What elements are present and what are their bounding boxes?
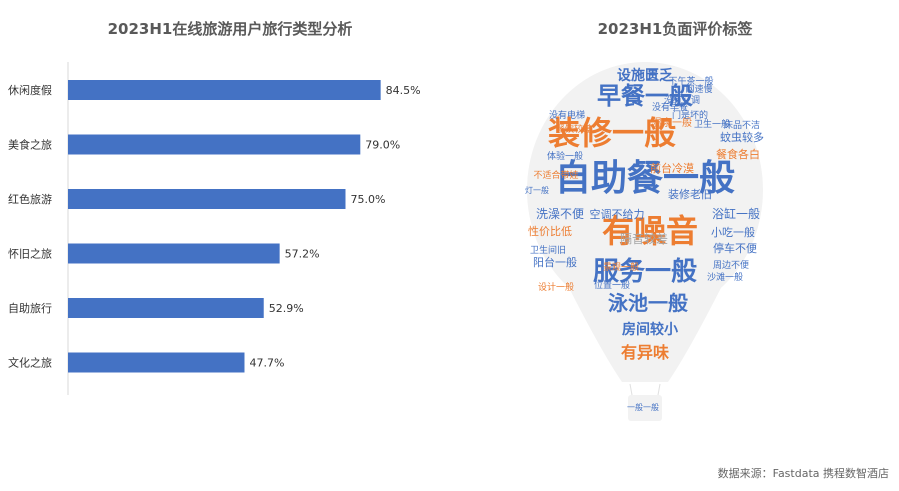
- bar: [68, 80, 381, 100]
- cloud-word: 空调不给力: [590, 207, 645, 221]
- bar: [68, 298, 264, 318]
- bar: [68, 243, 280, 264]
- cloud-word: 服务一般: [593, 257, 697, 287]
- cloud-word: 周边不便: [713, 259, 749, 271]
- cloud-word: 泳池一般: [608, 291, 688, 315]
- cloud-word: 蚊虫较多: [720, 130, 764, 144]
- cloud-word: 位置一般: [594, 279, 630, 291]
- cloud-word: 设计一般: [538, 281, 574, 293]
- cloud-word: 性价比低: [528, 224, 572, 238]
- value-label: 47.7%: [249, 357, 284, 370]
- bar-chart-title: 2023H1在线旅游用户旅行类型分析: [107, 20, 353, 38]
- cloud-word: 洗澡不便: [536, 207, 584, 221]
- cloud-word: 床品不洁: [724, 119, 760, 131]
- cloud-word: 餐食各白: [716, 147, 760, 161]
- cloud-word: 自助餐一般: [555, 158, 735, 199]
- cloud-word: 有异味: [621, 343, 669, 362]
- cloud-word: 小吃一般: [711, 226, 755, 239]
- value-label: 75.0%: [351, 193, 386, 206]
- bar: [68, 189, 346, 209]
- cloud-word: 下午茶一般: [668, 75, 713, 87]
- cloud-word: 早餐一般: [597, 82, 693, 110]
- data-source-note: 数据来源：Fastdata 携程数智酒店: [717, 467, 889, 480]
- cloud-word: 装修一般: [548, 114, 676, 152]
- cloud-word: 温泉一般: [652, 116, 692, 129]
- cloud-word: 隔音较差: [620, 231, 668, 246]
- cloud-word: 没有电梯: [549, 109, 585, 121]
- cloud-word: 停车不便: [713, 241, 757, 255]
- cloud-word: 卫生间旧: [530, 244, 566, 256]
- bar: [68, 352, 245, 373]
- cloud-word: 门是坏的: [672, 109, 708, 121]
- cloud-word: 阳台一般: [533, 255, 577, 269]
- category-label: 文化之旅: [8, 356, 52, 370]
- cloud-word: 不适合带娃: [533, 169, 578, 181]
- cloud-word: 没有空调: [664, 94, 700, 106]
- cloud-word: 餐饮较差: [556, 123, 592, 135]
- cloud-word: 卫生一般: [694, 118, 730, 130]
- cloud-word: 沙滩一般: [707, 271, 743, 283]
- category-label: 美食之旅: [8, 138, 52, 152]
- cloud-word: 体验一般: [547, 150, 583, 162]
- value-label: 79.0%: [365, 139, 400, 152]
- category-label: 自助旅行: [8, 301, 52, 315]
- value-label: 52.9%: [269, 302, 304, 315]
- balloon-shape: [527, 62, 763, 421]
- cloud-word: 前台冷漠: [650, 161, 694, 175]
- cloud-word: 有噪音: [602, 212, 698, 250]
- cloud-word: 装修老旧: [668, 187, 712, 201]
- category-label: 红色旅游: [8, 192, 52, 206]
- basket: [628, 395, 662, 421]
- cloud-word: 浴缸一般: [712, 206, 760, 221]
- bar-chart: 休闲度假 84.5% 美食之旅 79.0% 红色旅游 75.0% 怀旧之旅 57.2% 自助旅行…: [8, 62, 420, 395]
- cloud-word: 房间较小: [622, 321, 678, 338]
- cloud-word: 设施匮乏: [617, 67, 673, 84]
- wordcloud-title: 2023H1负面评价标签: [597, 20, 753, 38]
- cloud-word: 景观一般: [603, 261, 639, 273]
- cloud-word: 没有早餐: [652, 101, 688, 113]
- category-label: 休闲度假: [8, 83, 52, 97]
- category-label: 怀旧之旅: [8, 247, 52, 261]
- bar: [68, 134, 361, 155]
- value-label: 84.5%: [386, 84, 420, 97]
- cloud-word: 一般一般: [627, 402, 659, 412]
- cloud-word: 灯一般: [525, 185, 549, 195]
- value-label: 57.2%: [285, 248, 320, 261]
- cloud-word: 网速慢: [685, 83, 712, 95]
